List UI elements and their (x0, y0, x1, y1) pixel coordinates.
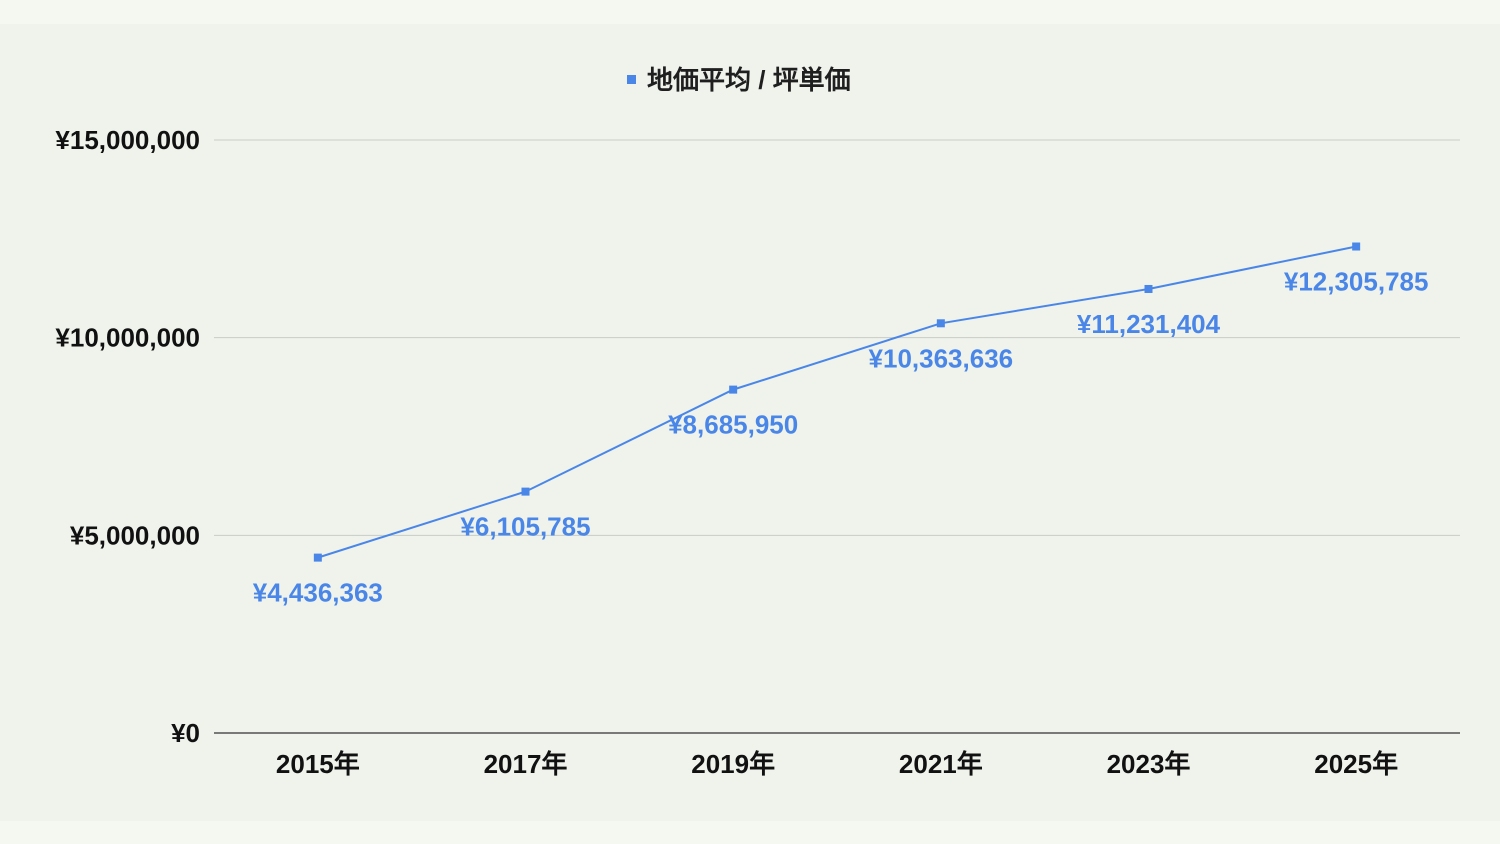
data-label: ¥10,363,636 (869, 343, 1014, 373)
y-tick-label: ¥5,000,000 (70, 520, 200, 550)
legend: 地価平均 / 坪単価 (627, 65, 851, 95)
data-labels: ¥4,436,363 ¥6,105,785 ¥8,685,950 ¥10,363,63… (253, 267, 1429, 608)
data-point (729, 385, 738, 394)
data-label: ¥11,231,404 (1077, 309, 1221, 339)
gridlines (214, 139, 1460, 734)
data-point (1144, 284, 1153, 293)
data-label: ¥12,305,785 (1284, 267, 1429, 297)
data-label: ¥8,685,950 (668, 410, 798, 440)
line-chart: 地価平均 / 坪単価 ¥0 ¥5,000,000 ¥10,000,000 ¥15,00… (55, 65, 1460, 779)
data-point (936, 319, 945, 328)
data-point (313, 553, 322, 562)
x-tick-label: 2019年 (691, 749, 775, 779)
x-tick-label: 2025年 (1314, 749, 1398, 779)
legend-label: 地価平均 / 坪単価 (647, 65, 851, 95)
y-tick-label: ¥10,000,000 (55, 323, 200, 353)
legend-marker (627, 75, 636, 84)
data-point (1352, 242, 1361, 251)
y-tick-label: ¥0 (171, 718, 200, 748)
data-label: ¥4,436,363 (253, 578, 383, 608)
x-axis-ticks: 2015年 2017年 2019年 2021年 2023年 2025年 (276, 749, 1398, 779)
x-tick-label: 2023年 (1107, 749, 1191, 779)
x-tick-label: 2015年 (276, 749, 360, 779)
y-axis-ticks: ¥0 ¥5,000,000 ¥10,000,000 ¥15,000,000 (55, 125, 200, 748)
series-line (317, 245, 1357, 559)
series-line-group (313, 242, 1361, 562)
y-tick-label: ¥15,000,000 (55, 125, 200, 155)
data-label: ¥6,105,785 (460, 512, 590, 542)
x-tick-label: 2017年 (484, 749, 568, 779)
chart-panel: 地価平均 / 坪単価 ¥0 ¥5,000,000 ¥10,000,000 ¥15,00… (0, 24, 1500, 821)
x-tick-label: 2021年 (899, 749, 983, 779)
data-point (521, 487, 530, 496)
